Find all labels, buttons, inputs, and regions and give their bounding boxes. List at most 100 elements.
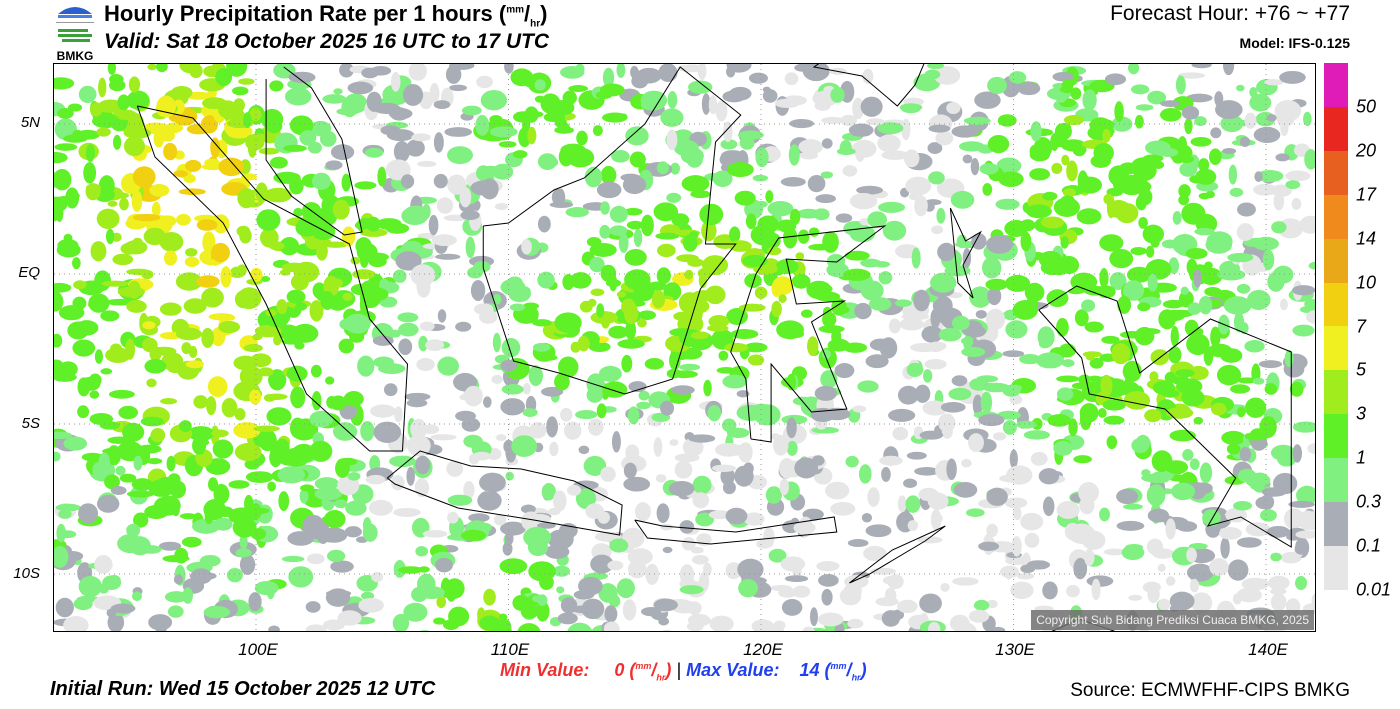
- precip-cell: [1284, 349, 1294, 368]
- precip-cell: [146, 378, 157, 388]
- precip-cell: [468, 453, 480, 465]
- precip-cell: [906, 362, 924, 377]
- precip-cell: [368, 499, 393, 516]
- precip-cell: [1150, 236, 1160, 248]
- precip-cell: [1271, 221, 1287, 234]
- precip-cell: [332, 199, 350, 220]
- precip-cell: [779, 457, 795, 479]
- precip-cell: [1168, 346, 1182, 364]
- precip-cell: [1077, 170, 1089, 192]
- precip-cell: [737, 558, 764, 581]
- precip-cell: [852, 405, 867, 413]
- precip-cell: [349, 331, 365, 343]
- precip-cell: [655, 474, 667, 483]
- precip-cell: [435, 253, 461, 260]
- precip-cell: [781, 599, 803, 616]
- precip-cell: [330, 560, 354, 573]
- precip-cell: [215, 67, 233, 87]
- precip-cell: [108, 389, 135, 399]
- precip-cell: [888, 318, 901, 334]
- precipitation-map[interactable]: [53, 63, 1316, 632]
- precip-cell: [573, 590, 595, 600]
- precip-cell: [687, 601, 702, 615]
- precip-cell: [338, 457, 358, 466]
- precip-cell: [995, 198, 1020, 210]
- precip-cell: [228, 480, 250, 489]
- precip-cell: [1004, 566, 1014, 580]
- precip-cell: [54, 152, 68, 164]
- precip-cell: [207, 376, 228, 398]
- precip-cell: [736, 390, 750, 398]
- precip-cell: [535, 601, 550, 622]
- precip-cell: [327, 549, 346, 563]
- precip-cell: [220, 266, 232, 288]
- coastline-sumatra: [136, 105, 409, 452]
- precip-cell: [379, 278, 389, 289]
- precip-cell: [163, 142, 178, 161]
- precip-cell: [1149, 371, 1159, 382]
- precip-cell: [704, 172, 725, 182]
- precip-cell: [835, 213, 853, 223]
- precip-cell: [186, 123, 211, 135]
- precip-cell: [686, 149, 703, 168]
- precip-cell: [1311, 593, 1315, 609]
- precip-cell: [1122, 360, 1142, 382]
- precip-cell: [254, 324, 282, 338]
- precip-cell: [1090, 154, 1111, 168]
- precip-cell: [1186, 547, 1197, 563]
- precip-cell: [1236, 283, 1251, 294]
- precip-cell: [671, 385, 695, 395]
- precip-cell: [239, 228, 252, 244]
- precip-cell: [653, 598, 678, 612]
- precip-cell: [433, 173, 448, 189]
- precip-cell: [707, 324, 729, 332]
- precip-cell: [813, 208, 830, 221]
- precip-cell: [569, 362, 579, 369]
- precip-cell: [1070, 87, 1082, 100]
- precip-cell: [254, 580, 279, 596]
- precip-cell: [241, 173, 258, 181]
- precip-cell: [196, 275, 220, 288]
- precip-cell: [658, 617, 670, 626]
- precip-cell: [590, 288, 605, 296]
- precip-cell: [568, 85, 589, 93]
- precip-cell: [729, 226, 741, 243]
- precip-cell: [1099, 267, 1109, 289]
- precip-cell: [624, 248, 647, 266]
- precip-cell: [355, 237, 372, 256]
- precip-cell: [174, 547, 189, 564]
- precip-cell: [212, 214, 230, 234]
- precip-cell: [543, 112, 566, 123]
- precip-cell: [952, 577, 979, 586]
- precip-cell: [743, 405, 759, 421]
- precip-cell: [1111, 343, 1131, 365]
- precip-cell: [410, 264, 436, 287]
- precip-cell: [860, 96, 883, 117]
- precip-cell: [1249, 93, 1272, 112]
- precip-cell: [89, 413, 114, 425]
- precip-cell: [371, 571, 384, 583]
- precip-cell: [786, 440, 798, 456]
- precip-cell: [718, 350, 729, 361]
- colorbar-label: 17: [1356, 184, 1377, 205]
- precip-cell: [212, 439, 234, 459]
- precip-cell: [599, 83, 625, 97]
- colorbar-label: 0.3: [1356, 491, 1382, 512]
- precip-cell: [245, 471, 274, 483]
- precip-cell: [1209, 558, 1229, 576]
- precip-cell: [107, 574, 121, 586]
- precip-cell: [1210, 127, 1222, 139]
- precip-cell: [1274, 99, 1302, 122]
- precip-cell: [107, 200, 118, 207]
- precip-cell: [937, 242, 956, 262]
- precip-cell: [143, 227, 166, 246]
- precip-cell: [616, 64, 626, 78]
- precip-cell: [347, 81, 374, 95]
- precip-cell: [483, 588, 496, 606]
- precip-cell: [253, 425, 280, 432]
- precip-cell: [847, 539, 869, 548]
- precip-cell: [63, 233, 73, 243]
- precip-cell: [538, 354, 558, 361]
- precip-cell: [1202, 509, 1221, 527]
- precip-cell: [527, 513, 551, 524]
